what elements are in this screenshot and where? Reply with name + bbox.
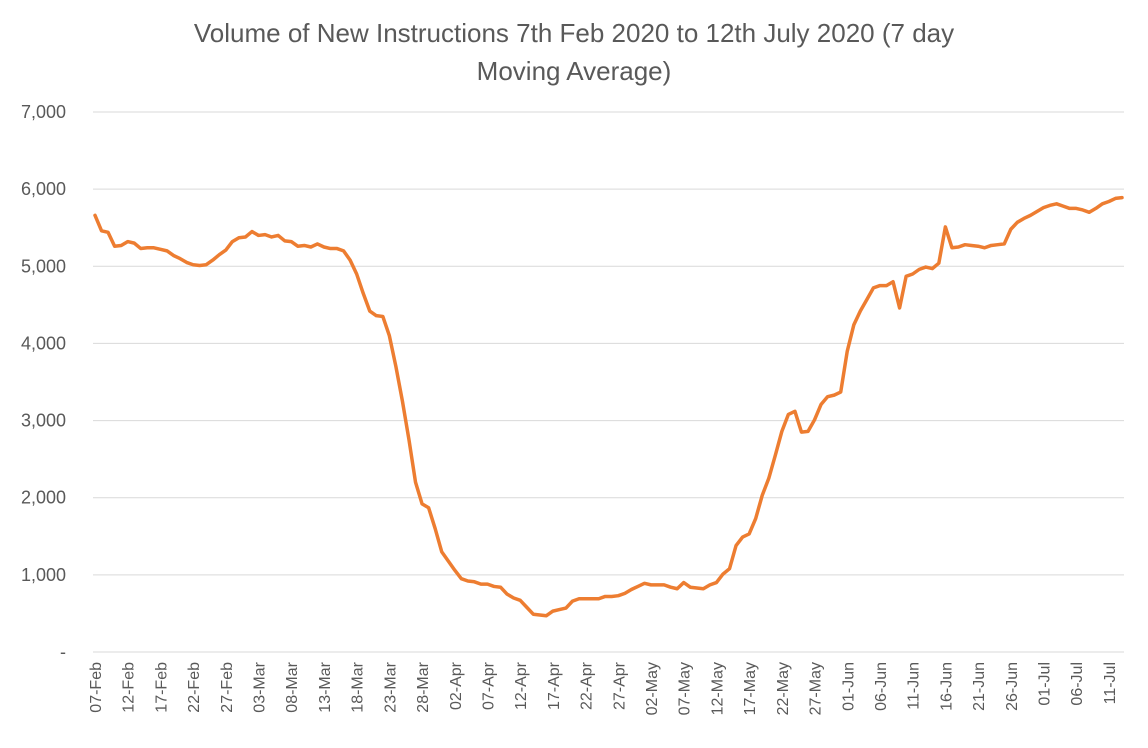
- x-tick-label: 12-Feb: [121, 662, 138, 713]
- x-tick-label: 27-Feb: [219, 662, 236, 713]
- x-tick-label: 07-May: [677, 662, 694, 715]
- x-tick-label: 01-Jun: [840, 662, 857, 711]
- x-tick-label: 03-Mar: [252, 661, 269, 712]
- y-tick-label: 6,000: [21, 179, 66, 199]
- x-tick-label: 18-Mar: [350, 661, 367, 712]
- x-tick-label: 23-Mar: [382, 661, 399, 712]
- chart-title-line1: Volume of New Instructions 7th Feb 2020 …: [193, 18, 955, 48]
- x-tick-label: 11-Jul: [1102, 662, 1119, 704]
- series-line: [93, 195, 1124, 618]
- x-tick-label: 08-Mar: [284, 661, 301, 712]
- x-tick-label: 07-Apr: [480, 661, 497, 710]
- x-tick-label: 02-Apr: [448, 661, 465, 710]
- x-tick-label: 17-Feb: [153, 662, 170, 713]
- x-tick-label: 12-Apr: [513, 661, 530, 710]
- x-tick-label: 22-Feb: [186, 662, 203, 713]
- x-tick-label: 07-Feb: [88, 662, 105, 713]
- x-tick-label: 22-May: [775, 662, 792, 715]
- x-tick-label: 17-May: [742, 662, 759, 715]
- x-tick-label: 28-Mar: [415, 661, 432, 712]
- x-tick-label: 22-Apr: [579, 661, 596, 710]
- x-tick-label: 27-Apr: [611, 661, 628, 710]
- x-tick-label: 16-Jun: [938, 662, 955, 711]
- x-tick-label: 27-May: [808, 662, 825, 715]
- x-tick-label: 12-May: [709, 662, 726, 715]
- y-tick-label: 5,000: [21, 256, 66, 276]
- x-tick-label: 13-Mar: [317, 661, 334, 712]
- x-tick-label: 17-Apr: [546, 661, 563, 710]
- x-tick-label: 02-May: [644, 662, 661, 715]
- y-tick-label: -: [60, 642, 66, 662]
- x-tick-label: 11-Jun: [906, 662, 923, 710]
- x-axis-ticks: 07-Feb 12-Feb 17-Feb 22-Feb 27-Feb 03-Mar 08-M…: [88, 661, 1119, 715]
- y-tick-label: 4,000: [21, 333, 66, 353]
- y-tick-label: 2,000: [21, 488, 66, 508]
- y-tick-label: 3,000: [21, 411, 66, 431]
- gridlines: [93, 111, 1124, 653]
- x-tick-label: 21-Jun: [971, 662, 988, 711]
- x-tick-label: 06-Jul: [1069, 662, 1086, 706]
- x-tick-label: 26-Jun: [1004, 662, 1021, 711]
- x-tick-label: 01-Jul: [1037, 662, 1054, 706]
- x-tick-label: 06-Jun: [873, 662, 890, 711]
- y-axis-ticks: - 1,000 2,000 3,000 4,000 5,000 6,000 7,000: [21, 102, 66, 662]
- y-tick-label: 1,000: [21, 565, 66, 585]
- chart-title-line2: Moving Average): [476, 56, 672, 86]
- y-tick-label: 7,000: [21, 102, 66, 122]
